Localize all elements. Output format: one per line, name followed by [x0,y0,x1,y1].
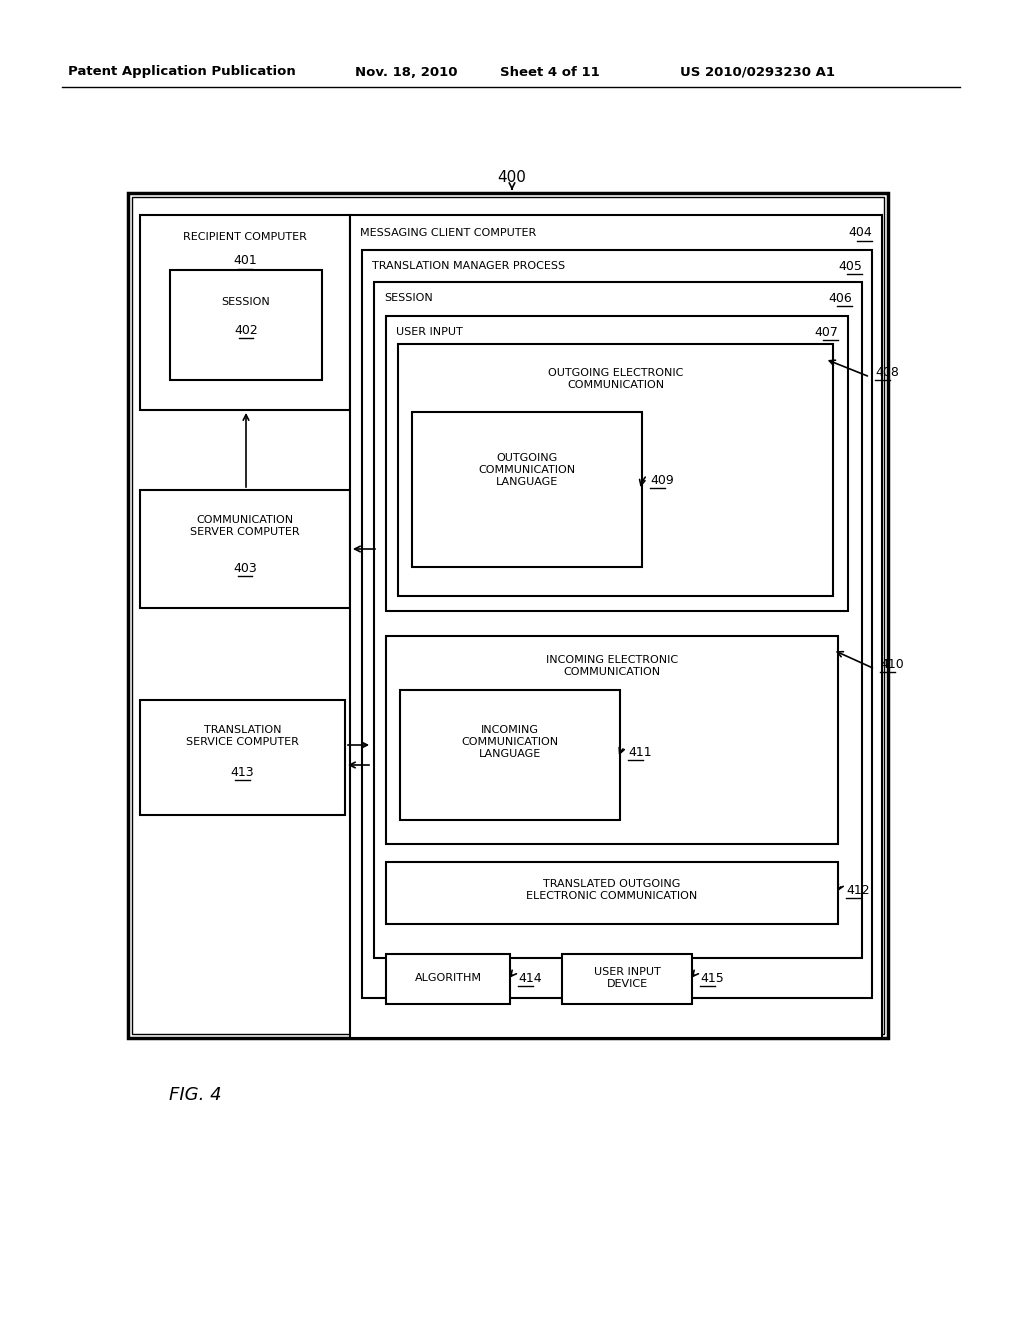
Text: ALGORITHM: ALGORITHM [415,973,481,983]
Text: INCOMING
COMMUNICATION
LANGUAGE: INCOMING COMMUNICATION LANGUAGE [462,726,558,759]
Text: 409: 409 [650,474,674,487]
Text: 411: 411 [628,746,651,759]
Text: 402: 402 [234,323,258,337]
Text: USER INPUT
DEVICE: USER INPUT DEVICE [594,968,660,989]
Text: 404: 404 [848,227,872,239]
Text: 400: 400 [498,170,526,186]
Text: 412: 412 [846,883,869,896]
Bar [398,345,833,597]
Text: FIG. 4: FIG. 4 [169,1086,221,1104]
Bar [412,412,642,568]
Text: 414: 414 [518,972,542,985]
Bar [132,197,884,1034]
Text: 413: 413 [230,766,254,779]
Text: Patent Application Publication: Patent Application Publication [68,66,296,78]
Bar [400,690,620,820]
Text: Nov. 18, 2010: Nov. 18, 2010 [355,66,458,78]
Bar [140,215,350,411]
Bar [562,954,692,1005]
Text: 406: 406 [828,292,852,305]
Text: INCOMING ELECTRONIC
COMMUNICATION: INCOMING ELECTRONIC COMMUNICATION [546,655,678,677]
Text: Sheet 4 of 11: Sheet 4 of 11 [500,66,600,78]
Text: TRANSLATED OUTGOING
ELECTRONIC COMMUNICATION: TRANSLATED OUTGOING ELECTRONIC COMMUNICA… [526,879,697,900]
Bar [386,315,848,611]
Bar [386,862,838,924]
Text: SESSION: SESSION [221,297,270,308]
Text: 410: 410 [880,657,904,671]
Bar [374,282,862,958]
Bar [386,954,510,1005]
Text: 407: 407 [814,326,838,338]
Bar [362,249,872,998]
Text: 408: 408 [874,366,899,379]
Text: OUTGOING ELECTRONIC
COMMUNICATION: OUTGOING ELECTRONIC COMMUNICATION [548,368,683,389]
Bar [350,215,882,1038]
Bar [170,271,322,380]
Text: TRANSLATION
SERVICE COMPUTER: TRANSLATION SERVICE COMPUTER [186,725,299,747]
Bar [128,193,888,1038]
Bar [386,636,838,843]
Text: SESSION: SESSION [384,293,433,304]
Text: 401: 401 [233,255,257,268]
Text: USER INPUT: USER INPUT [396,327,463,337]
Bar [140,700,345,814]
Text: 415: 415 [700,972,724,985]
Text: RECIPIENT COMPUTER: RECIPIENT COMPUTER [183,232,307,242]
Bar [140,490,350,609]
Text: OUTGOING
COMMUNICATION
LANGUAGE: OUTGOING COMMUNICATION LANGUAGE [478,453,575,487]
Text: 403: 403 [233,561,257,574]
Text: 405: 405 [838,260,862,272]
Text: MESSAGING CLIENT COMPUTER: MESSAGING CLIENT COMPUTER [360,228,537,238]
Text: US 2010/0293230 A1: US 2010/0293230 A1 [680,66,835,78]
Text: TRANSLATION MANAGER PROCESS: TRANSLATION MANAGER PROCESS [372,261,565,271]
Text: COMMUNICATION
SERVER COMPUTER: COMMUNICATION SERVER COMPUTER [190,515,300,537]
